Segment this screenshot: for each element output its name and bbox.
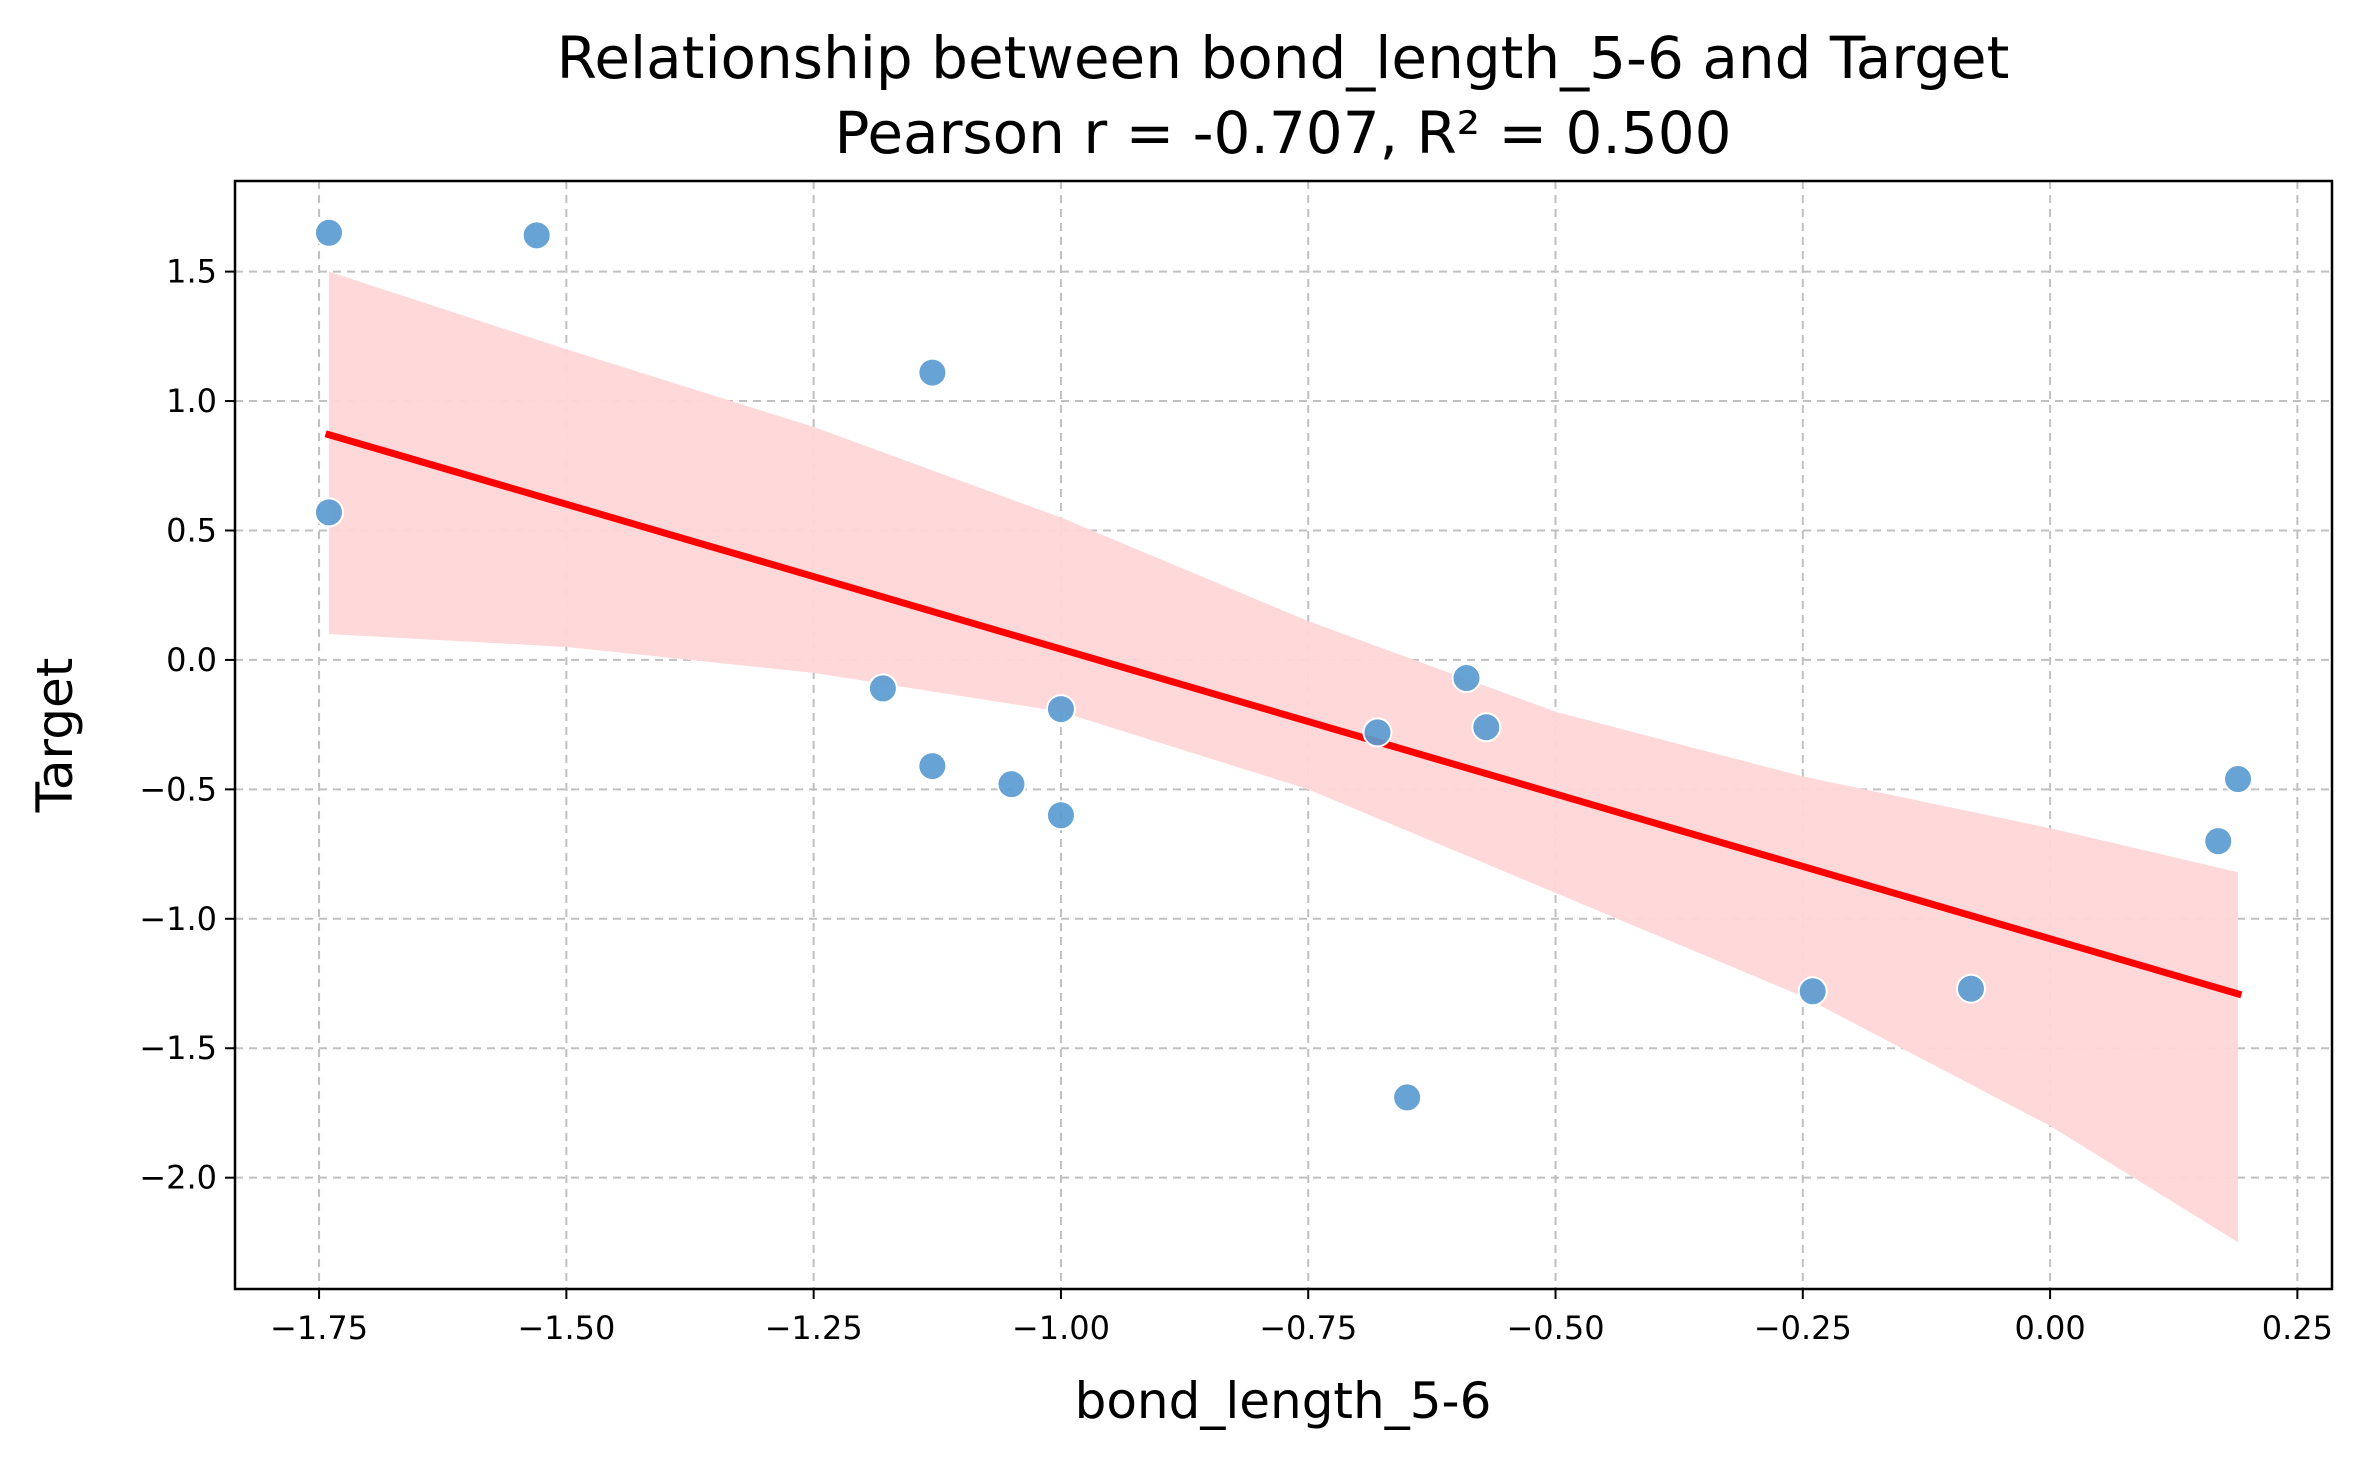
y-axis-label: Target <box>26 658 84 814</box>
y-tick-label: 1.5 <box>166 253 217 291</box>
y-tick-label: −1.0 <box>139 900 217 938</box>
chart-subtitle: Pearson r = -0.707, R² = 0.500 <box>834 99 1731 167</box>
confidence-band <box>328 271 2239 1243</box>
scatter-point <box>917 751 948 782</box>
x-tick-label: −0.25 <box>1754 1309 1852 1347</box>
x-tick-label: 0.25 <box>2262 1309 2333 1347</box>
scatter-point <box>2203 826 2234 857</box>
y-tick-label: −1.5 <box>139 1029 217 1067</box>
x-tick-label: 0.00 <box>2014 1309 2085 1347</box>
scatter-point <box>1045 800 1076 831</box>
x-tick-label: −1.50 <box>517 1309 615 1347</box>
x-axis-ticks: −1.75 −1.50 −1.25 −1.00 −0.75 −0.50 −0.25 0.00 0… <box>270 1289 2333 1347</box>
x-tick-label: −0.75 <box>1259 1309 1357 1347</box>
x-tick-label: −1.00 <box>1012 1309 1110 1347</box>
y-tick-label: 0.0 <box>166 641 217 679</box>
scatter-point <box>1362 717 1393 748</box>
y-tick-label: −0.5 <box>139 770 217 808</box>
y-tick-label: 1.0 <box>166 382 217 420</box>
scatter-point <box>1471 712 1502 743</box>
scatter-point <box>867 673 898 704</box>
scatter-point <box>996 769 1027 800</box>
fit-line-layer <box>324 430 2243 999</box>
y-tick-label: −2.0 <box>139 1159 217 1197</box>
x-axis-label: bond_length_5-6 <box>1075 1372 1492 1430</box>
scatter-point <box>1045 694 1076 725</box>
plot-area-frame <box>233 179 2334 1291</box>
scatter-point <box>1392 1082 1423 1113</box>
regression-line <box>324 430 2243 999</box>
x-tick-label: −1.25 <box>765 1309 863 1347</box>
x-tick-label: −1.75 <box>270 1309 368 1347</box>
x-tick-label: −0.50 <box>1506 1309 1604 1347</box>
y-tick-label: 0.5 <box>166 511 217 549</box>
scatter-point <box>521 220 552 251</box>
scatter-point <box>1451 663 1482 694</box>
scatter-point <box>2223 764 2254 795</box>
y-axis-ticks: 1.5 1.0 0.5 0.0 −0.5 −1.0 −1.5 −2.0 <box>139 253 235 1197</box>
chart-title: Relationship between bond_length_5-6 and… <box>557 24 2010 92</box>
scatter-point <box>917 357 948 388</box>
scatter-point <box>313 497 344 528</box>
scatter-point <box>1797 976 1828 1007</box>
scatter-point <box>1955 973 1986 1004</box>
scatter-points <box>313 217 2254 1113</box>
confidence-band-layer <box>328 271 2239 1243</box>
scatter-point <box>313 217 344 248</box>
